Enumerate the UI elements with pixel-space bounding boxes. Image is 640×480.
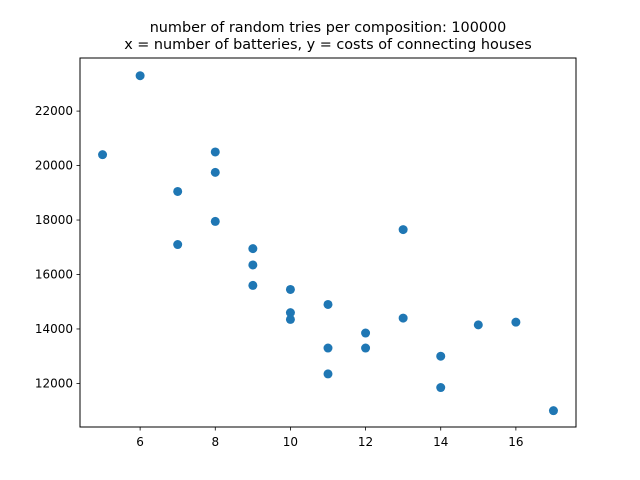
data-point — [248, 280, 258, 290]
data-point — [210, 167, 220, 177]
y-tick-label: 12000 — [35, 376, 73, 390]
data-point — [285, 308, 295, 318]
data-point — [210, 147, 220, 157]
x-tick-label: 12 — [358, 435, 373, 449]
data-point — [285, 284, 295, 294]
x-tick-label: 8 — [211, 435, 219, 449]
x-tick-label: 14 — [433, 435, 448, 449]
data-points — [98, 71, 558, 416]
x-tick-label: 16 — [508, 435, 523, 449]
y-tick-label: 16000 — [35, 267, 73, 281]
data-point — [210, 216, 220, 226]
data-point — [248, 260, 258, 270]
x-tick-label: 6 — [136, 435, 144, 449]
data-point — [173, 186, 183, 196]
data-point — [473, 320, 483, 330]
plot-frame — [79, 57, 577, 428]
data-point — [323, 299, 333, 309]
data-point — [511, 317, 521, 327]
y-axis-ticks: 12000 14000 16000 18000 20000 22000 — [35, 104, 80, 390]
data-point — [323, 343, 333, 353]
data-point — [135, 71, 145, 81]
y-tick-label: 14000 — [35, 322, 73, 336]
y-tick-label: 20000 — [35, 159, 73, 173]
data-point — [398, 313, 408, 323]
chart-title-line-2: x = number of batteries, y = costs of co… — [124, 37, 532, 53]
data-point — [436, 383, 446, 393]
data-point — [398, 225, 408, 235]
data-point — [548, 406, 558, 416]
data-point — [361, 328, 371, 338]
data-point — [173, 240, 183, 250]
data-point — [285, 314, 295, 324]
data-point — [436, 351, 446, 361]
data-point — [323, 369, 333, 379]
data-point — [248, 244, 258, 254]
data-point — [98, 150, 108, 160]
y-tick-label: 22000 — [35, 104, 73, 118]
y-tick-label: 18000 — [35, 213, 73, 227]
data-point — [361, 343, 371, 353]
x-axis-ticks: 6 8 10 12 14 16 — [136, 427, 524, 449]
x-tick-label: 10 — [283, 435, 298, 449]
chart-title-line-1: number of random tries per composition: … — [150, 20, 507, 36]
